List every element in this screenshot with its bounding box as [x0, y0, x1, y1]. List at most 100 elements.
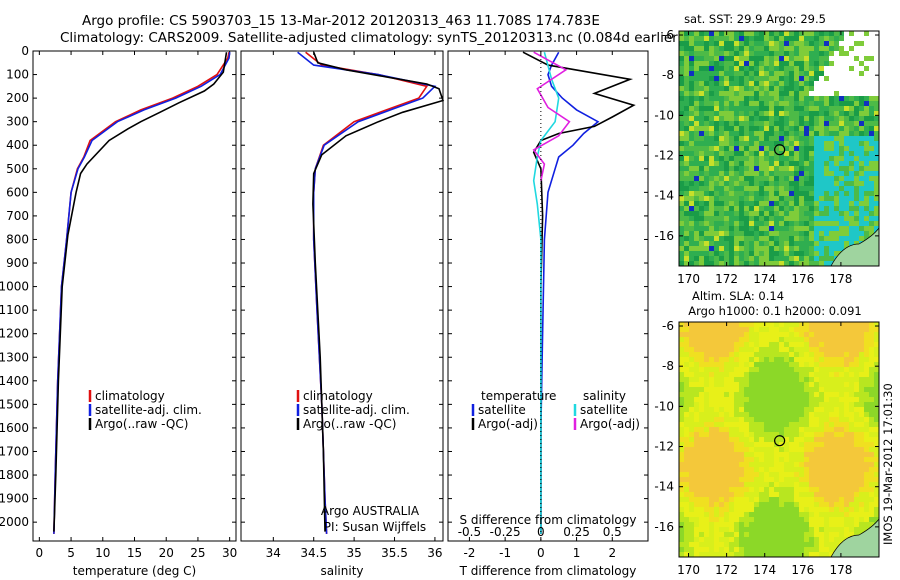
- legend-label: salinity: [583, 389, 626, 403]
- y-tick-label: -6: [662, 28, 674, 42]
- y-tick-label: 1700: [0, 444, 29, 458]
- x-axis-label: temperature (deg C): [73, 564, 196, 578]
- y-tick-label: 200: [6, 91, 29, 105]
- y-tick-label: 100: [6, 68, 29, 82]
- x-tick-label: 170: [677, 563, 700, 577]
- x-tick-label: 10: [95, 546, 110, 560]
- y-tick-label: 0: [21, 44, 29, 58]
- series-line: [53, 52, 230, 534]
- legend-label: satellite-adj. clim.: [303, 403, 410, 417]
- x-tick-label: 172: [715, 563, 738, 577]
- legend-label: satellite: [580, 403, 628, 417]
- sst_map-field: [679, 31, 880, 267]
- coastline: [830, 226, 880, 267]
- timestamp-stamp: IMOS 19-Mar-2012 17:01:30: [881, 383, 895, 545]
- x-tick-label: 0: [36, 546, 44, 560]
- x-tick-label: 34: [266, 546, 281, 560]
- y-tick-label: 2000: [0, 515, 29, 529]
- y-tick-label: 1800: [0, 468, 29, 482]
- argo-position-marker: [774, 144, 786, 156]
- y-tick-label: 1200: [0, 327, 29, 341]
- x-axis-label: T difference from climatology: [459, 564, 637, 578]
- x-tick-label: 35: [346, 546, 361, 560]
- y-tick-label: -8: [662, 359, 674, 373]
- x2-axis-label: S difference from climatology: [460, 513, 637, 527]
- series-line: [540, 51, 600, 534]
- x-tick-label: 25: [190, 546, 205, 560]
- series-line: [522, 51, 636, 534]
- x-tick-label: -1: [499, 546, 511, 560]
- series-line: [297, 51, 437, 534]
- map-title: Altim. SLA: 0.14: [692, 289, 784, 303]
- y-tick-label: -12: [654, 440, 674, 454]
- y-tick-label: 1500: [0, 397, 29, 411]
- y-tick-label: 300: [6, 115, 29, 129]
- legend-label: satellite: [478, 403, 526, 417]
- x2-tick-label: 0.25: [563, 525, 590, 539]
- x-tick-label: 176: [791, 563, 814, 577]
- series-line: [53, 52, 228, 532]
- x-tick-label: 176: [791, 272, 814, 286]
- series-line: [532, 51, 571, 181]
- x-tick-label: -2: [463, 546, 475, 560]
- x2-tick-label: 0: [537, 525, 545, 539]
- x-tick-label: 178: [829, 563, 852, 577]
- y-tick-label: 1600: [0, 421, 29, 435]
- legend-label: climatology: [303, 389, 373, 403]
- x2-tick-label: 0.5: [603, 525, 622, 539]
- chart-subtitle: Climatology: CARS2009. Satellite-adjuste…: [60, 30, 683, 46]
- x-tick-label: 0: [537, 546, 545, 560]
- legend-label: satellite-adj. clim.: [95, 403, 202, 417]
- y-tick-label: 1100: [0, 303, 29, 317]
- x-tick-label: 15: [127, 546, 142, 560]
- sla_map-axes: [678, 321, 880, 558]
- x-tick-label: 5: [67, 546, 75, 560]
- legend-label: Argo(..raw -QC): [303, 417, 396, 431]
- x-tick-label: 2: [608, 546, 616, 560]
- y-tick-label: 800: [6, 232, 29, 246]
- x-tick-label: 172: [715, 272, 738, 286]
- x-tick-label: 20: [159, 546, 174, 560]
- x-tick-label: 174: [753, 272, 776, 286]
- y-tick-label: 1000: [0, 280, 29, 294]
- y-tick-label: 1300: [0, 350, 29, 364]
- y-tick-label: -16: [654, 229, 674, 243]
- legend-label: Argo(..raw -QC): [95, 417, 188, 431]
- x-tick-label: 178: [829, 272, 852, 286]
- y-tick-label: -16: [654, 520, 674, 534]
- y-tick-label: -14: [654, 480, 674, 494]
- x2-tick-label: -0.5: [458, 525, 481, 539]
- x-axis-label: salinity: [320, 564, 363, 578]
- legend-label: Argo(-adj): [580, 417, 640, 431]
- chart-title: Argo profile: CS 5903703_15 13-Mar-2012 …: [82, 13, 600, 29]
- x-tick-label: 30: [222, 546, 237, 560]
- y-tick-label: 400: [6, 138, 29, 152]
- annotation-float: Argo AUSTRALIA: [321, 504, 420, 518]
- x-tick-label: 34.5: [300, 546, 327, 560]
- y-tick-label: 1400: [0, 374, 29, 388]
- x-tick-label: 35.5: [381, 546, 408, 560]
- difference-axes: [447, 50, 649, 542]
- y-tick-label: -12: [654, 149, 674, 163]
- series-line: [53, 52, 231, 534]
- y-tick-label: 700: [6, 209, 29, 223]
- x2-tick-label: -0.25: [490, 525, 521, 539]
- y-tick-label: -8: [662, 68, 674, 82]
- legend-label: climatology: [95, 389, 165, 403]
- annotation-pi: PI: Susan Wijffels: [324, 520, 426, 534]
- legend-label: temperature: [481, 389, 556, 403]
- sst_map-axes: [678, 30, 880, 267]
- argo-position-marker: [774, 435, 786, 447]
- x-tick-label: 36: [427, 546, 442, 560]
- coastline: [830, 517, 880, 558]
- y-tick-label: -10: [654, 108, 674, 122]
- y-tick-label: -10: [654, 399, 674, 413]
- y-tick-label: 500: [6, 162, 29, 176]
- series-line: [312, 51, 445, 532]
- y-tick-label: 1900: [0, 492, 29, 506]
- map-subtitle: Argo h1000: 0.1 h2000: 0.091: [688, 304, 861, 318]
- legend-label: Argo(-adj): [478, 417, 538, 431]
- x-tick-label: 174: [753, 563, 776, 577]
- x-tick-label: 170: [677, 272, 700, 286]
